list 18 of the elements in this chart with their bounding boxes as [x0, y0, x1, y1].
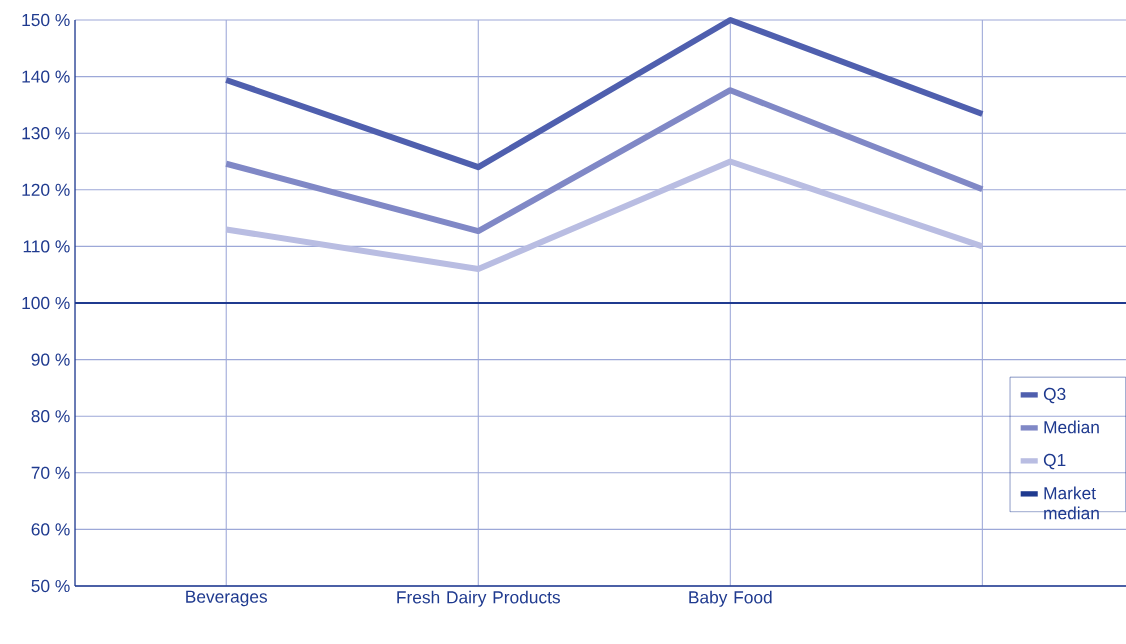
legend-label: Q1 [1043, 453, 1066, 470]
y-tick-label: 70 % [31, 466, 70, 479]
legend-label: Median [1044, 420, 1099, 434]
legend-label: Q3 [1043, 387, 1066, 404]
legend-label: Market median [1044, 486, 1099, 520]
y-tick-label: 130 % [22, 127, 70, 140]
y-tick-label: 100 % [22, 296, 70, 310]
y-tick-label: 150 % [22, 13, 70, 27]
y-tick-label: 90 % [31, 353, 70, 366]
x-tick-label: Baby Food [689, 590, 772, 607]
y-tick-label: 110 % [23, 240, 70, 253]
y-tick-label: 80 % [31, 410, 70, 423]
y-tick-label: 140 % [22, 70, 70, 83]
x-tick-label: Beverages [186, 590, 268, 607]
y-tick-label: 50 % [31, 579, 70, 593]
x-tick-label: Fresh Dairy Products [397, 590, 560, 607]
y-tick-label: 60 % [31, 523, 70, 536]
y-tick-label: 120 % [22, 183, 70, 196]
